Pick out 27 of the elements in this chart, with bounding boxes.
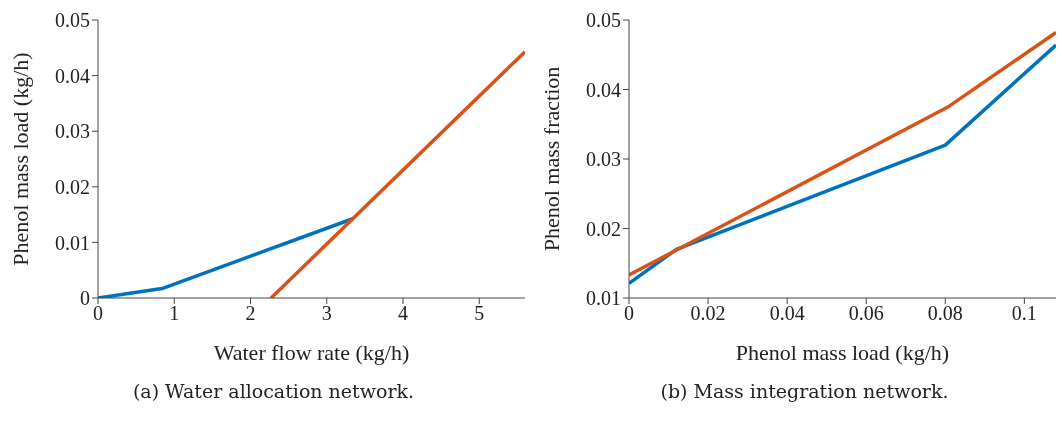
y-tick-label: 0.01 (586, 287, 621, 310)
x-tick-label: 0.08 (927, 302, 963, 325)
x-axis-title: Water flow rate (kg/h) (213, 340, 410, 365)
y-tick-label: 0.05 (55, 9, 90, 32)
x-tick-label: 0.04 (769, 302, 805, 325)
x-axis-title: Phenol mass load (kg/h) (735, 340, 950, 365)
y-tick-label: 0.04 (55, 64, 90, 87)
y-tick-label: 0.02 (55, 175, 90, 198)
x-tick-label: 0.06 (848, 302, 884, 325)
y-tick-label: 0 (80, 287, 90, 310)
x-tick-label: 1 (169, 302, 180, 325)
y-axis-title: Phenol mass fraction (538, 66, 564, 252)
y-tick-label: 0.04 (586, 78, 621, 101)
x-tick-label: 2 (245, 302, 256, 325)
y-tick-label: 0.03 (586, 148, 621, 171)
y-tick-label: 0.02 (586, 217, 621, 240)
x-tick-label: 0.02 (690, 302, 726, 325)
x-tick-label: 3 (321, 302, 332, 325)
x-tick-label: 5 (474, 302, 485, 325)
y-axis-title: Phenol mass load (kg/h) (7, 52, 33, 266)
text: (b) Mass integration network. (659, 380, 950, 402)
text: (a) Water allocation network. (131, 380, 416, 402)
y-tick-label: 0.03 (55, 120, 90, 143)
x-tick-label: 4 (398, 302, 408, 325)
y-tick-label: 0.05 (586, 9, 621, 32)
y-tick-label: 0.01 (55, 231, 90, 254)
x-tick-label: 0.1 (1011, 302, 1037, 325)
